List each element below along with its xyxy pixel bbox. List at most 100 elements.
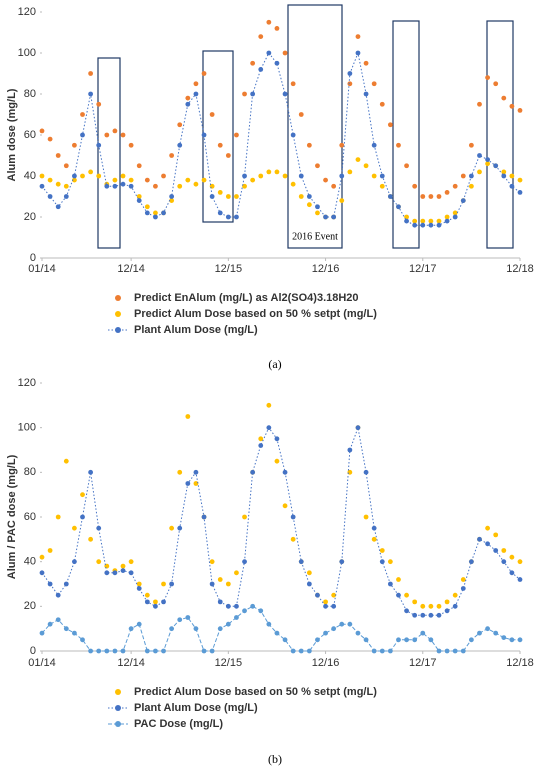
data-point	[339, 621, 345, 627]
data-point	[47, 194, 53, 199]
data-point	[347, 81, 353, 87]
data-point	[225, 153, 231, 158]
data-point	[217, 142, 223, 148]
data-point	[193, 481, 199, 486]
data-point	[298, 112, 304, 117]
data-point	[72, 142, 77, 148]
data-point	[120, 132, 126, 138]
data-point	[282, 503, 288, 509]
series	[39, 50, 523, 228]
x-tick-label: 12/15	[215, 263, 243, 275]
data-point	[266, 621, 272, 627]
data-point	[161, 581, 166, 587]
data-point	[485, 525, 490, 531]
x-tick-label: 12/15	[215, 657, 243, 669]
data-point	[420, 218, 426, 224]
legend-item: Plant Alum Dose (mg/L)	[108, 702, 258, 714]
data-point	[209, 581, 215, 587]
data-point	[306, 142, 312, 148]
data-point	[144, 599, 150, 605]
data-point	[250, 603, 256, 609]
data-point	[339, 173, 345, 179]
data-point	[72, 630, 77, 636]
data-point	[258, 67, 264, 72]
data-point	[428, 222, 434, 228]
data-point	[363, 514, 369, 520]
data-point	[460, 577, 466, 582]
data-point	[169, 525, 175, 531]
data-point	[72, 525, 77, 531]
data-point	[96, 648, 102, 654]
data-point	[404, 592, 409, 598]
data-point	[315, 210, 320, 216]
data-point	[169, 581, 175, 587]
data-point	[128, 570, 134, 576]
data-point	[217, 190, 223, 195]
data-point	[282, 50, 288, 56]
data-point	[412, 222, 418, 228]
data-point	[339, 198, 345, 204]
data-point	[177, 525, 183, 531]
data-point	[225, 621, 231, 627]
series	[39, 603, 523, 654]
data-point	[96, 101, 102, 107]
data-point	[193, 91, 199, 97]
data-point	[39, 173, 45, 179]
legend-label: PAC Dose (mg/L)	[134, 718, 223, 730]
data-point	[485, 626, 490, 632]
data-point	[258, 34, 264, 39]
legend-marker	[115, 721, 121, 727]
x-tick-label: 12/16	[312, 263, 340, 275]
data-point	[420, 194, 426, 199]
data-point	[306, 570, 312, 576]
data-point	[242, 173, 247, 179]
data-point	[460, 586, 466, 591]
legend-marker	[115, 327, 121, 333]
data-point	[290, 181, 296, 187]
data-point	[379, 101, 385, 107]
data-point	[250, 91, 256, 97]
data-point	[444, 648, 450, 654]
data-point	[387, 194, 393, 199]
data-point	[209, 194, 215, 199]
data-point	[517, 637, 523, 643]
data-point	[234, 132, 239, 138]
legend-label: Predict Alum Dose based on 50 % setpt (m…	[134, 308, 377, 320]
data-point	[420, 222, 426, 228]
data-point	[452, 592, 458, 598]
data-point	[80, 112, 85, 117]
data-point	[128, 559, 134, 565]
data-point	[493, 532, 499, 538]
data-point	[517, 577, 523, 582]
data-point	[306, 648, 312, 654]
data-point	[96, 142, 102, 148]
data-point	[80, 492, 85, 498]
data-point	[477, 536, 482, 542]
legend-item: Predict Alum Dose based on 50 % setpt (m…	[115, 686, 377, 698]
legend-label: Predict EnAlum (mg/L) as Al2(SO4)3.18H20	[134, 292, 359, 304]
data-point	[201, 648, 207, 654]
data-point	[250, 60, 256, 66]
data-point	[452, 603, 458, 609]
data-point	[185, 615, 191, 620]
data-point	[387, 581, 393, 587]
data-point	[242, 608, 247, 614]
data-point	[428, 194, 434, 199]
data-point	[412, 599, 418, 605]
data-point	[274, 630, 280, 636]
series	[39, 19, 523, 199]
data-point	[225, 194, 231, 199]
data-point	[234, 194, 239, 199]
data-point	[193, 469, 199, 475]
data-point	[371, 536, 377, 542]
x-tick-label: 01/14	[28, 263, 56, 275]
data-point	[266, 169, 272, 175]
data-point	[55, 181, 61, 187]
data-point	[323, 630, 328, 636]
data-point	[266, 402, 272, 408]
data-point	[120, 181, 126, 187]
y-tick-label: 40	[24, 556, 36, 568]
data-point	[501, 95, 507, 101]
data-point	[323, 599, 328, 605]
